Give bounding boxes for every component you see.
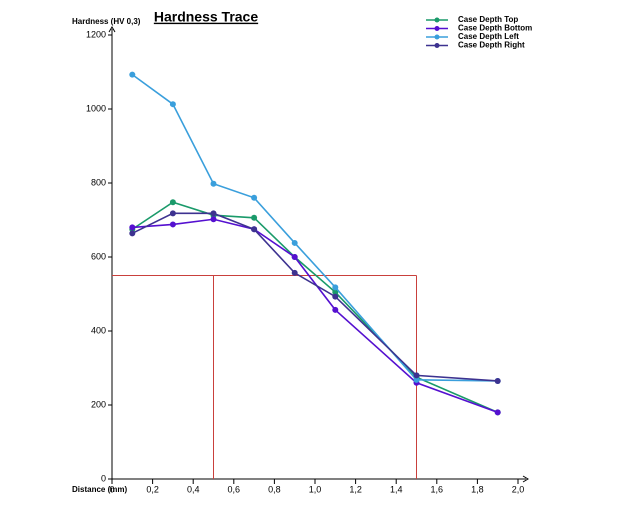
legend-label: Case Depth Top [458,15,518,24]
legend-label: Case Depth Bottom [458,24,532,33]
x-axis-label: Distance (mm) [72,485,127,494]
x-tick-label: 0,6 [228,484,241,494]
series-line [132,218,498,414]
y-tick-label: 800 [91,177,106,187]
point [494,409,501,416]
x-tick-label: 1,4 [390,484,403,494]
x-tick-label: 0,8 [268,484,281,494]
point [291,254,298,260]
legend-label: Case Depth Left [458,32,519,41]
y-tick-label: 0 [101,473,106,483]
y-tick-label: 1200 [86,29,106,39]
point [210,210,217,217]
series-line [131,73,498,382]
point [251,214,258,221]
y-axis-label: Hardness (HV 0,3) [72,17,141,26]
x-tick-label: 2,0 [512,484,525,494]
point [413,372,420,379]
point [291,239,298,246]
legend-marker [434,17,440,23]
chart-title: Hardness Trace [154,9,258,25]
point [210,216,217,223]
point [251,194,258,201]
x-tick-label: 0,2 [146,484,159,494]
point [129,224,136,231]
point [169,221,176,228]
point [169,210,176,217]
point [291,269,298,276]
point [413,376,420,383]
x-tick-label: 1,6 [431,484,444,494]
point [210,180,217,187]
y-tick-label: 200 [91,399,106,409]
point [494,377,501,384]
point [332,289,339,296]
point [129,230,136,237]
x-tick-label: 0 [109,484,114,494]
y-tick-label: 400 [91,325,106,335]
point [332,306,339,313]
x-tick-label: 0,4 [187,484,200,494]
legend-marker [434,34,440,40]
y-tick-label: 1000 [86,103,106,113]
y-tick-label: 600 [91,251,106,261]
point [129,71,136,78]
x-axis-arrow [522,475,529,483]
x-tick-label: 1,2 [349,484,362,494]
x-tick-label: 1,8 [471,484,484,494]
y-axis-arrow [108,26,116,33]
point [332,284,339,291]
legend-label: Case Depth Right [458,41,525,50]
point [169,101,176,108]
series-line [131,212,498,382]
legend-marker [434,26,440,31]
legend-marker [434,43,440,48]
point [251,226,258,233]
point [169,199,176,206]
point [332,293,339,300]
x-tick-label: 1,0 [309,484,322,494]
